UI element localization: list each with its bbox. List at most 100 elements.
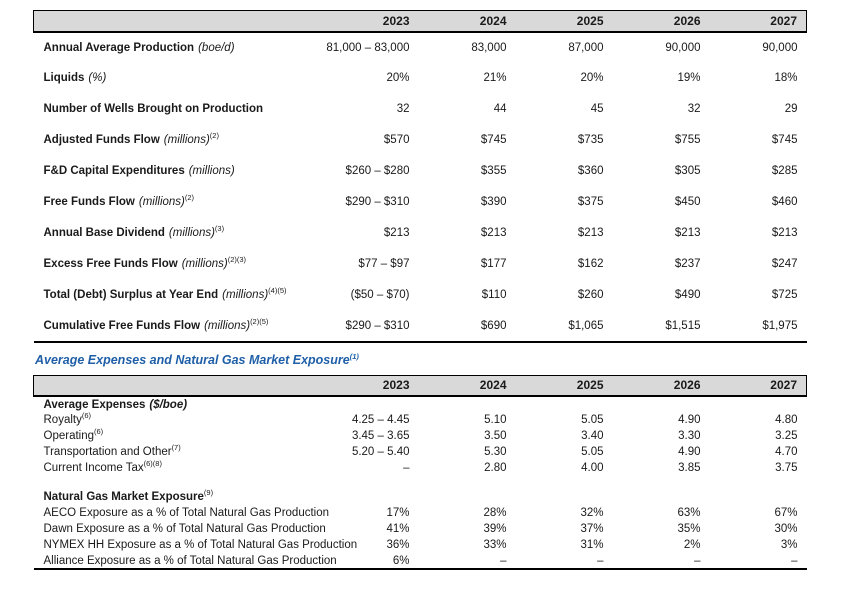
cell-value: $1,975 [762, 319, 798, 332]
cell-value: 3.50 [484, 430, 507, 442]
cell-value: 3.85 [678, 462, 701, 474]
cell-value: $110 [481, 289, 507, 301]
table-row: Liquids (%) 20% 21% 20% 19% 18% [34, 63, 807, 94]
row-label-text: Alliance Exposure as a % of Total Natura… [43, 554, 337, 567]
row-footnote: (4)(5) [268, 286, 287, 296]
cell-value: – [403, 462, 410, 474]
table-row: NYMEX HH Exposure as a % of Total Natura… [34, 537, 807, 553]
cell-value: $213 [480, 227, 507, 239]
row-label-text: Operating [43, 430, 95, 442]
year-header-row: 2023 2024 2025 2026 2027 [33, 10, 807, 33]
table-row: Annual Average Production (boe/d) 81,000 –… [34, 32, 807, 63]
cell-value: $213 [674, 227, 701, 239]
row-label: Adjusted Funds Flow (millions)(2) [34, 125, 322, 156]
section-header-text: Average Expenses [43, 398, 146, 411]
table-row: Transportation and Other(7) 5.20 – 5.40 5.… [34, 444, 807, 460]
cell-value: 18% [774, 72, 798, 84]
table-row: Cumulative Free Funds Flow (millions)(2)(… [34, 311, 807, 342]
table-row: Operating(6) 3.45 – 3.65 3.50 3.40 3.30 3.25 [34, 428, 807, 444]
row-label: Dawn Exposure as a % of Total Natural Ga… [34, 521, 326, 537]
row-unit-note: (millions) [204, 319, 251, 332]
cell-value: $745 [480, 134, 507, 146]
cell-value: 32% [580, 507, 604, 519]
cell-value: 3.30 [678, 430, 701, 442]
row-label: Free Funds Flow (millions)(2) [34, 187, 322, 218]
section-header: Average Expenses ($/boe) [34, 396, 807, 412]
cell-value: 32 [396, 103, 410, 115]
cell-value: 32 [687, 103, 701, 115]
row-unit-note: (%) [88, 72, 107, 84]
row-label-text: Dawn Exposure as a % of Total Natural Ga… [43, 523, 326, 535]
row-label: Liquids (%) [34, 63, 322, 94]
row-footnote: (6) [81, 411, 92, 421]
row-label-text: Annual Average Production [43, 41, 195, 54]
cell-value: 63% [677, 507, 701, 519]
row-label-text: Number of Wells Brought on Production [43, 103, 264, 115]
row-label-text: Free Funds Flow [43, 196, 135, 208]
cell-value: 3.45 – 3.65 [351, 430, 410, 442]
cell-value: $745 [771, 134, 798, 146]
cell-value: 3.40 [581, 430, 604, 442]
cell-value: 5.10 [484, 414, 507, 426]
cell-value: 37% [580, 523, 604, 535]
cell-value: $285 [771, 165, 798, 177]
row-footnote: (3) [214, 224, 225, 234]
expenses-exposure-table: 2023 2024 2025 2026 2027 Average Expense… [33, 374, 807, 570]
row-label-text: Royalty [43, 414, 82, 426]
table-row: Annual Base Dividend (millions)(3) $213 $21… [34, 218, 807, 249]
cell-value: $77 – $97 [358, 258, 410, 270]
cell-value: 3.25 [775, 430, 798, 442]
cell-value: $690 [480, 319, 507, 332]
year-header: 2027 [709, 374, 807, 397]
cell-value: $390 [480, 196, 507, 208]
cell-value: 4.90 [678, 414, 701, 426]
guidance-page: 2023 2024 2025 2026 2027 Annual Average … [33, 10, 807, 570]
cell-value: 87,000 [568, 41, 604, 54]
row-label-text: AECO Exposure as a % of Total Natural Ga… [43, 507, 330, 519]
table-row: Dawn Exposure as a % of Total Natural Ga… [34, 521, 807, 537]
section-header-text: Natural Gas Market Exposure [43, 491, 204, 503]
cell-value: 20% [580, 72, 604, 84]
cell-value: $725 [771, 289, 798, 301]
row-label-text: Current Income Tax [43, 462, 144, 474]
cell-value: 28% [483, 507, 507, 519]
cell-value: 41% [386, 523, 410, 535]
cell-value: 3% [780, 539, 798, 551]
production-guidance-table: 2023 2024 2025 2026 2027 Annual Average … [33, 10, 807, 343]
table-row: Alliance Exposure as a % of Total Natura… [34, 553, 807, 569]
row-unit-note: (boe/d) [198, 41, 235, 54]
cell-value: $290 – $310 [345, 196, 410, 208]
cell-value: 2% [683, 539, 701, 551]
row-label: F&D Capital Expenditures (millions) [34, 156, 322, 187]
year-header: 2024 [418, 374, 516, 397]
cell-value: $735 [577, 134, 604, 146]
cell-value: 4.90 [678, 446, 701, 458]
row-footnote: (6) [94, 427, 104, 437]
cell-value: $360 [577, 165, 604, 177]
cell-value: $490 [674, 289, 701, 301]
row-label-text: Liquids [43, 72, 85, 84]
table-row: Number of Wells Brought on Production 32 4… [34, 94, 807, 125]
header-spacer-cell [33, 10, 322, 33]
cell-value: ($50 – $70) [350, 289, 410, 301]
row-label: NYMEX HH Exposure as a % of Total Natura… [34, 537, 358, 553]
year-header: 2026 [612, 10, 710, 33]
cell-value: $237 [674, 258, 701, 270]
cell-value: $290 – $310 [345, 319, 410, 332]
row-label: Operating(6) [34, 428, 322, 444]
row-unit-note: (millions) [222, 289, 269, 301]
section-header-row: Natural Gas Market Exposure(9) [34, 489, 807, 505]
section-header-row: Average Expenses ($/boe) [34, 396, 807, 412]
cell-value: 90,000 [762, 41, 798, 54]
cell-value: 4.00 [581, 462, 604, 474]
row-label-text: Excess Free Funds Flow [43, 258, 178, 270]
row-label: Alliance Exposure as a % of Total Natura… [34, 553, 337, 569]
cell-value: $460 [771, 196, 798, 208]
cell-value: $375 [577, 196, 604, 208]
cell-value: $213 [577, 227, 604, 239]
cell-value: $450 [674, 196, 701, 208]
spacer-cell [34, 476, 807, 489]
cell-value: $260 [577, 289, 604, 301]
cell-value: 5.30 [484, 446, 507, 458]
cell-value: $570 [383, 134, 410, 146]
